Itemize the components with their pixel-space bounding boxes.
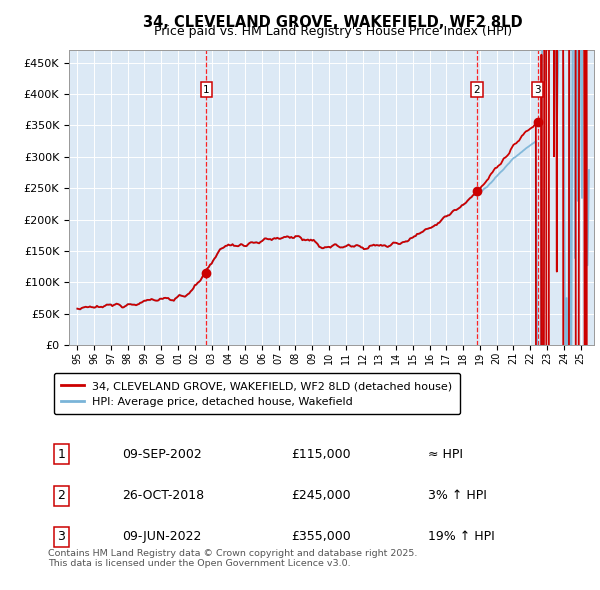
Text: 19% ↑ HPI: 19% ↑ HPI (428, 530, 495, 543)
Text: Contains HM Land Registry data © Crown copyright and database right 2025.
This d: Contains HM Land Registry data © Crown c… (48, 549, 418, 568)
Text: 26-OCT-2018: 26-OCT-2018 (122, 489, 204, 502)
Legend: 34, CLEVELAND GROVE, WAKEFIELD, WF2 8LD (detached house), HPI: Average price, de: 34, CLEVELAND GROVE, WAKEFIELD, WF2 8LD … (53, 373, 460, 414)
Text: 2: 2 (57, 489, 65, 502)
Text: £355,000: £355,000 (291, 530, 350, 543)
Text: 09-JUN-2022: 09-JUN-2022 (122, 530, 201, 543)
Text: 1: 1 (57, 448, 65, 461)
Text: ≈ HPI: ≈ HPI (428, 448, 463, 461)
Text: £115,000: £115,000 (291, 448, 350, 461)
Text: 09-SEP-2002: 09-SEP-2002 (122, 448, 202, 461)
Text: 3: 3 (57, 530, 65, 543)
Text: 3% ↑ HPI: 3% ↑ HPI (428, 489, 487, 502)
Text: £245,000: £245,000 (291, 489, 350, 502)
Text: 3: 3 (535, 85, 541, 94)
Text: Price paid vs. HM Land Registry's House Price Index (HPI): Price paid vs. HM Land Registry's House … (154, 25, 512, 38)
Text: 2: 2 (473, 85, 480, 94)
Text: 34, CLEVELAND GROVE, WAKEFIELD, WF2 8LD: 34, CLEVELAND GROVE, WAKEFIELD, WF2 8LD (143, 15, 523, 30)
Text: 1: 1 (203, 85, 209, 94)
